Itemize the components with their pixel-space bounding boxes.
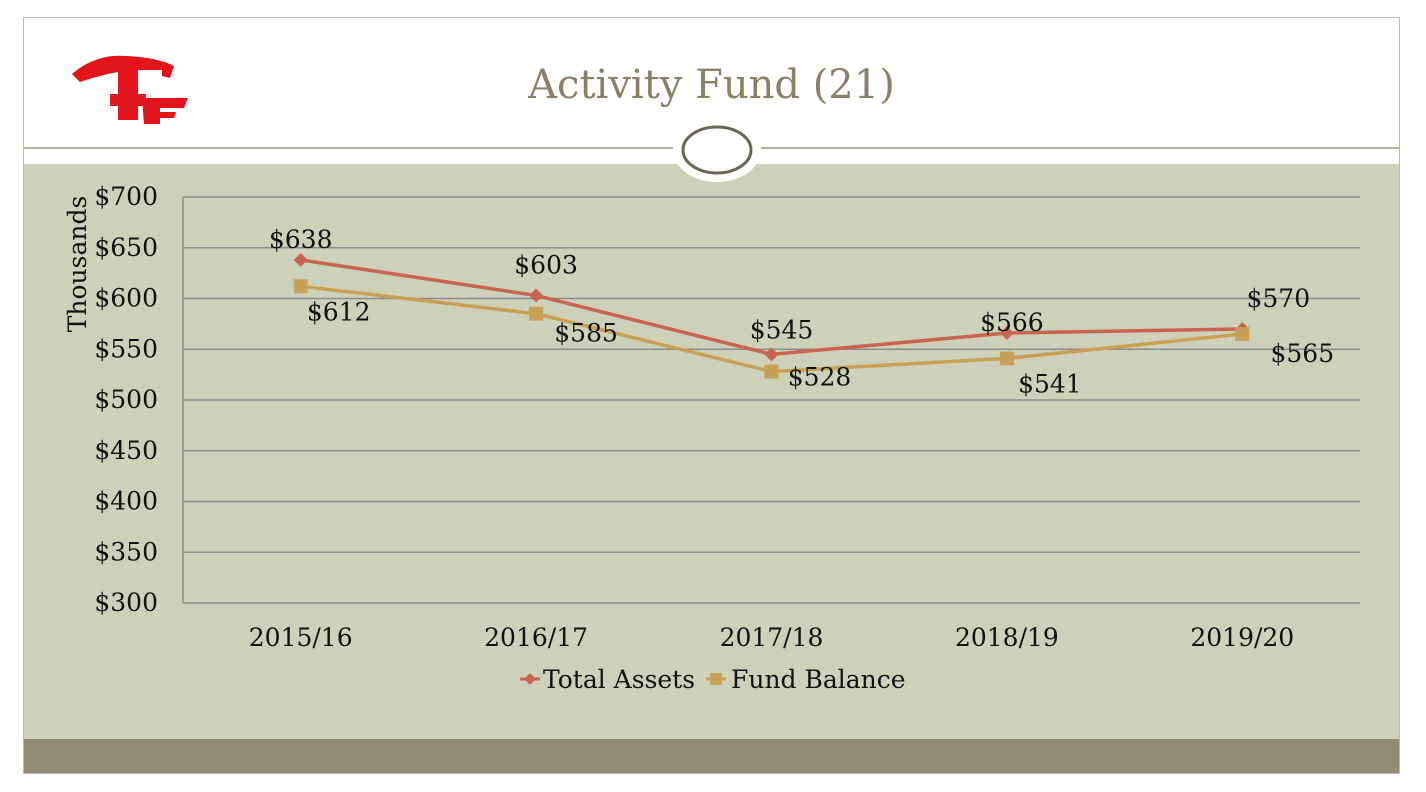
x-tick-label: 2016/17	[484, 623, 588, 652]
legend-label: Fund Balance	[731, 665, 906, 694]
data-point-marker	[529, 306, 544, 321]
data-label: $638	[269, 225, 333, 254]
y-tick-label: $300	[94, 588, 158, 617]
y-tick-label: $450	[94, 436, 158, 465]
data-label: $545	[750, 315, 814, 344]
data-point-marker	[764, 364, 779, 379]
data-label: $585	[554, 319, 618, 348]
y-tick-label: $650	[94, 233, 158, 262]
x-tick-label: 2017/18	[720, 623, 824, 652]
divider-ornament-icon	[673, 118, 761, 182]
data-label: $566	[980, 308, 1044, 337]
data-label: $541	[1018, 369, 1082, 398]
x-tick-label: 2015/16	[249, 623, 353, 652]
y-tick-label: $700	[94, 182, 158, 211]
data-label: $603	[514, 250, 578, 279]
data-label: $612	[307, 297, 371, 326]
legend-marker	[710, 673, 722, 685]
data-point-marker	[999, 326, 1014, 341]
y-tick-label: $350	[94, 537, 158, 566]
page-title: Activity Fund (21)	[528, 62, 895, 108]
legend-label: Total Assets	[543, 665, 695, 694]
data-label: $570	[1246, 284, 1310, 313]
gf-logo-icon	[72, 55, 188, 124]
x-tick-label: 2018/19	[955, 623, 1059, 652]
header-divider-left	[24, 147, 674, 149]
y-axis-label: Thousands	[63, 196, 92, 333]
data-label: $528	[788, 363, 852, 392]
data-label: $565	[1270, 339, 1334, 368]
y-tick-label: $500	[94, 385, 158, 414]
data-point-marker	[529, 288, 544, 303]
data-point-marker	[764, 347, 779, 362]
y-tick-label: $400	[94, 487, 158, 516]
header-divider-right	[760, 147, 1399, 149]
data-point-marker	[293, 252, 308, 267]
y-tick-label: $550	[94, 334, 158, 363]
data-point-marker	[1235, 327, 1250, 342]
y-tick-label: $600	[94, 284, 158, 313]
data-point-marker	[999, 351, 1014, 366]
x-tick-label: 2019/20	[1190, 623, 1294, 652]
legend-marker	[524, 673, 536, 685]
data-point-marker	[293, 279, 308, 294]
footer-band	[24, 739, 1399, 773]
